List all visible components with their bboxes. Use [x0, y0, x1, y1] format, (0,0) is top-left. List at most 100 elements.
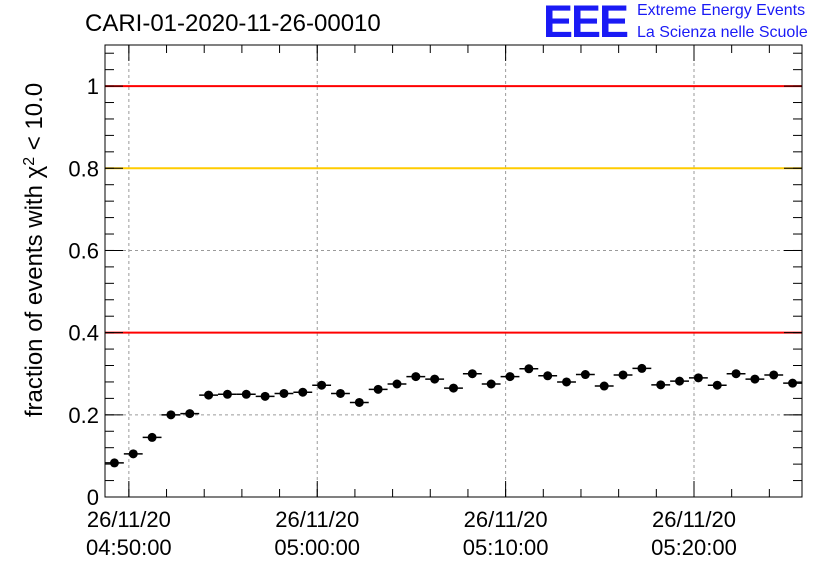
y-tick-label: 0.4: [68, 321, 99, 346]
data-points: [105, 363, 802, 468]
data-point: [180, 409, 200, 419]
data-point: [218, 389, 237, 399]
data-marker: [411, 372, 421, 382]
x-tick-date-label: 26/11/20: [652, 507, 736, 532]
data-point: [236, 389, 256, 399]
data-point: [255, 391, 275, 401]
data-marker: [373, 384, 383, 394]
y-axis-label: fraction of events with χ2 < 10.0: [21, 83, 49, 417]
data-marker: [788, 378, 798, 388]
data-marker: [204, 390, 214, 400]
data-point: [575, 370, 595, 380]
data-marker: [128, 449, 138, 459]
data-point: [688, 373, 708, 383]
grid: [105, 45, 802, 497]
y-tick-label: 0.2: [68, 403, 99, 428]
x-tick-time-label: 05:20:00: [651, 535, 737, 560]
data-point: [651, 380, 671, 390]
data-point: [481, 379, 501, 389]
y-tick-label: 1: [87, 74, 99, 99]
x-tick-time-label: 05:10:00: [463, 535, 549, 560]
chart-title: CARI-01-2020-11-26-00010: [85, 10, 381, 37]
eee-logo-mark: EEE: [543, 0, 629, 47]
data-marker: [185, 409, 195, 419]
data-point: [594, 381, 614, 391]
data-point: [312, 380, 332, 390]
data-point: [105, 458, 124, 468]
data-point: [444, 383, 463, 393]
x-tick-date-label: 26/11/20: [87, 507, 171, 532]
data-point: [726, 369, 746, 379]
data-point: [500, 372, 520, 382]
data-marker: [599, 381, 609, 391]
data-point: [123, 449, 143, 459]
data-marker: [486, 379, 496, 389]
data-point: [557, 377, 576, 387]
logo-line-2: La Scienza nelle Scuole: [637, 24, 808, 41]
data-marker: [562, 377, 572, 387]
data-marker: [298, 387, 308, 397]
data-marker: [166, 410, 176, 420]
data-point: [293, 387, 313, 397]
data-marker: [335, 388, 345, 398]
x-tick-time-label: 05:00:00: [274, 535, 360, 560]
data-point: [462, 369, 482, 379]
data-point: [538, 371, 558, 381]
data-point: [331, 388, 350, 398]
data-marker: [449, 383, 458, 393]
data-point: [349, 397, 369, 407]
data-point: [142, 432, 162, 442]
data-marker: [580, 370, 590, 380]
data-marker: [505, 372, 515, 382]
data-point: [387, 379, 407, 389]
y-tick-label: 0: [87, 485, 99, 510]
data-marker: [317, 380, 327, 390]
data-marker: [656, 380, 666, 390]
data-point: [199, 390, 219, 400]
data-marker: [392, 379, 402, 389]
data-marker: [769, 370, 779, 380]
data-marker: [354, 397, 364, 407]
data-marker: [637, 363, 647, 373]
x-tick-date-label: 26/11/20: [464, 507, 548, 532]
logo-line-1: Extreme Energy Events: [637, 2, 806, 19]
data-marker: [279, 388, 289, 398]
data-marker: [467, 369, 477, 379]
data-point: [274, 388, 294, 398]
data-marker: [222, 389, 232, 399]
y-tick-label: 0.6: [68, 238, 99, 263]
data-point: [707, 380, 727, 390]
data-marker: [675, 376, 685, 386]
reference-lines: [105, 85, 802, 334]
data-marker: [147, 432, 157, 442]
data-marker: [260, 391, 270, 401]
data-point: [161, 410, 181, 420]
data-marker: [750, 374, 760, 384]
data-marker: [543, 371, 553, 381]
x-tick-time-label: 04:50:00: [86, 535, 172, 560]
data-point: [613, 370, 633, 380]
x-tick-date-label: 26/11/20: [275, 507, 359, 532]
data-marker: [109, 458, 119, 468]
data-marker: [712, 380, 722, 390]
data-marker: [693, 373, 703, 383]
data-marker: [430, 374, 440, 384]
data-point: [519, 364, 539, 374]
axis-ticks: [105, 45, 802, 498]
data-point: [632, 363, 652, 373]
data-point: [425, 374, 445, 384]
data-marker: [241, 389, 251, 399]
data-point: [406, 372, 426, 382]
data-marker: [618, 370, 628, 380]
y-tick-label: 0.8: [68, 156, 99, 181]
data-marker: [524, 364, 534, 374]
eee-logo: EEE Extreme Energy Events La Scienza nel…: [543, 0, 833, 48]
data-point: [783, 378, 802, 388]
data-marker: [731, 369, 741, 379]
tick-labels: 0 0.2 0.4 0.6 0.8 1 26/11/20 04:50:00 26/11/20 05…: [68, 74, 736, 560]
plot-frame: [104, 44, 803, 498]
data-point: [745, 374, 765, 384]
data-point: [368, 384, 388, 394]
data-point: [764, 370, 784, 380]
